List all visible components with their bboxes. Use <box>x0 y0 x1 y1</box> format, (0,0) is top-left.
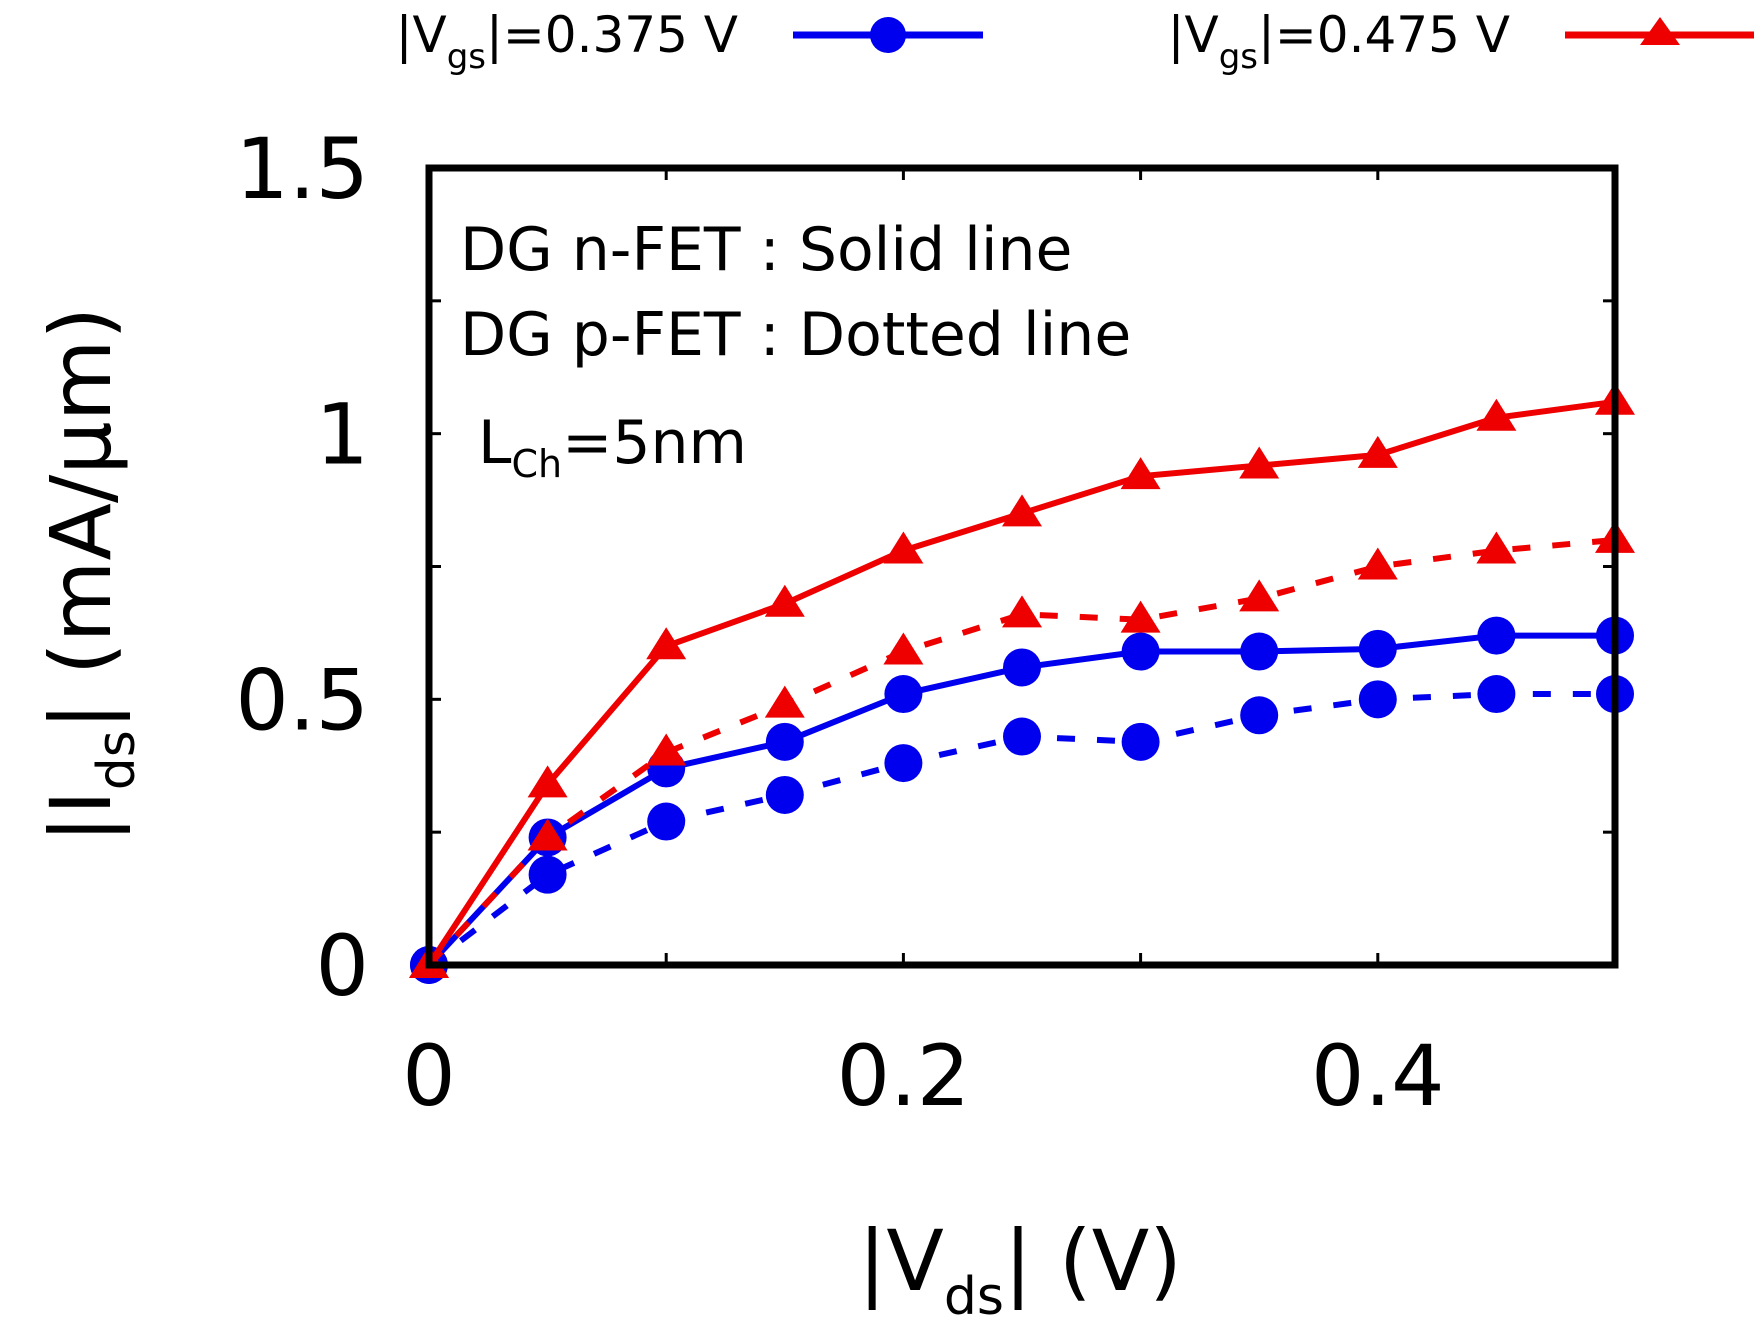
annotations: DG n-FET : Solid line DG p-FET : Dotted … <box>460 215 1131 486</box>
data-point <box>1239 579 1280 612</box>
y-tick-label: 1 <box>316 386 369 484</box>
series-layer <box>409 382 1635 984</box>
x-tick-label: 0.4 <box>1311 1027 1445 1125</box>
data-point <box>1477 616 1516 655</box>
data-point <box>1357 547 1398 580</box>
y-tick-label: 0 <box>316 917 369 1015</box>
data-point <box>647 802 686 841</box>
x-tick-label: 0 <box>402 1027 455 1125</box>
legend-entry-vgs-0375: |Vgs|=0.375 V <box>396 6 983 77</box>
legend-entry-vgs-0475: |Vgs|=0.475 V <box>1168 6 1754 77</box>
data-point <box>1002 595 1042 628</box>
legend: |Vgs|=0.375 V |Vgs|=0.475 V <box>396 6 1754 77</box>
data-point <box>527 818 568 851</box>
y-tick-label: 1.5 <box>235 120 369 218</box>
data-point <box>883 531 924 564</box>
data-point <box>765 775 804 814</box>
legend-marker-triangle <box>1640 17 1680 45</box>
legend-label: |Vgs|=0.475 V <box>1168 6 1510 77</box>
data-point <box>1002 494 1042 527</box>
data-point <box>646 733 687 766</box>
data-point <box>1476 398 1517 431</box>
data-point <box>1121 722 1160 761</box>
data-point <box>1003 648 1041 687</box>
data-point <box>1240 696 1279 735</box>
series-p-fet-circle <box>410 675 1634 984</box>
data-point <box>1121 632 1160 671</box>
data-point <box>1120 457 1161 490</box>
data-point <box>1358 629 1397 668</box>
y-axis-label: |Ids| (mA/µm) <box>32 307 147 844</box>
data-point <box>1357 435 1398 468</box>
annotation-nfet: DG n-FET : Solid line <box>460 215 1072 285</box>
x-tick-label: 0.2 <box>837 1027 971 1125</box>
legend-label: |Vgs|=0.375 V <box>396 6 738 77</box>
data-point <box>646 627 687 660</box>
legend-marker-circle <box>870 17 906 53</box>
data-point <box>1477 675 1516 714</box>
x-axis-label: |Vds| (V) <box>858 1212 1182 1327</box>
data-point <box>1120 600 1161 633</box>
data-point <box>1239 446 1280 479</box>
data-point <box>1358 680 1397 719</box>
annotation-lch: LCh=5nm <box>478 408 747 486</box>
annotation-pfet: DG p-FET : Dotted line <box>460 300 1131 370</box>
series-n-fet-circle <box>410 616 1634 984</box>
data-point <box>883 632 924 665</box>
data-point <box>528 855 567 894</box>
data-point <box>884 744 923 783</box>
data-point <box>764 685 805 718</box>
data-point <box>527 765 568 798</box>
data-point <box>1003 717 1041 756</box>
data-point <box>1476 531 1517 564</box>
data-point <box>764 584 805 617</box>
data-point <box>1240 632 1279 671</box>
axis-ticks: 0 0.5 1 1.5 0 0.2 0.4 <box>235 120 1617 1125</box>
data-point <box>884 675 923 714</box>
data-point <box>765 722 804 761</box>
y-tick-label: 0.5 <box>235 651 369 749</box>
plot-frame <box>425 164 1619 969</box>
